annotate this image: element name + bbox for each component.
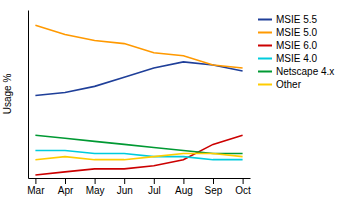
x-tick-label: Oct [235, 185, 251, 196]
x-tick-label: May [86, 185, 105, 196]
legend-label: MSIE 5.5 [276, 14, 318, 25]
legend-entry: MSIE 5.0 [258, 27, 318, 38]
legend: MSIE 5.5 MSIE 5.0 MSIE 6.0 MSIE 4.0 Netscape… [258, 14, 334, 90]
legend-label: MSIE 4.0 [276, 53, 318, 64]
plot: Mar Apr May Jun Jul Aug Sep Oct [27, 11, 251, 197]
x-tick: Apr [58, 178, 74, 196]
legend-entry: Netscape 4.x [258, 66, 334, 77]
legend-swatch [258, 84, 272, 86]
x-tick: Mar [27, 178, 45, 196]
legend-label: Other [276, 79, 302, 90]
series-line [35, 25, 242, 68]
series-line [35, 151, 242, 160]
series-line [35, 135, 242, 153]
x-axis: Mar Apr May Jun Jul Aug Sep Oct [27, 178, 251, 196]
series-line [35, 154, 242, 160]
series-group [35, 25, 242, 175]
x-tick: Jul [148, 178, 161, 196]
y-axis [28, 11, 29, 179]
legend-label: MSIE 5.0 [276, 27, 318, 38]
x-tick-mark [65, 178, 66, 184]
x-tick-label: Sep [205, 185, 223, 196]
x-tick-mark [35, 178, 36, 184]
series-line [35, 62, 242, 96]
legend-entry: Other [258, 79, 302, 90]
x-tick-label: Apr [58, 185, 74, 196]
x-tick: Jun [117, 178, 133, 196]
x-tick-mark [124, 178, 125, 184]
x-tick-label: Aug [175, 185, 193, 196]
x-tick-mark [95, 178, 96, 184]
y-axis-line [28, 11, 29, 179]
y-axis-title: Usage % [2, 74, 13, 115]
chart: MarAprMayJunJulAugSepOctUsage %MSIE 5.5M… [0, 0, 340, 200]
legend-entry: MSIE 5.5 [258, 14, 318, 25]
x-tick-label: Jul [148, 185, 161, 196]
x-tick: May [86, 178, 105, 196]
x-tick-mark [154, 178, 155, 184]
legend-swatch [258, 32, 272, 34]
legend-swatch [258, 19, 272, 21]
legend-label: Netscape 4.x [276, 66, 334, 77]
x-tick-mark [213, 178, 214, 184]
series-line [35, 135, 242, 175]
x-tick: Aug [175, 178, 193, 196]
x-tick-label: Mar [27, 185, 45, 196]
legend-swatch [258, 71, 272, 73]
x-tick: Sep [205, 178, 223, 196]
legend-entry: MSIE 4.0 [258, 53, 318, 64]
x-tick-label: Jun [117, 185, 133, 196]
legend-swatch [258, 45, 272, 47]
legend-entry: MSIE 6.0 [258, 40, 318, 51]
x-axis-line [29, 178, 251, 179]
legend-swatch [258, 58, 272, 60]
x-tick-mark [243, 178, 244, 184]
legend-label: MSIE 6.0 [276, 40, 318, 51]
x-tick-mark [183, 178, 184, 184]
x-tick: Oct [235, 178, 251, 196]
